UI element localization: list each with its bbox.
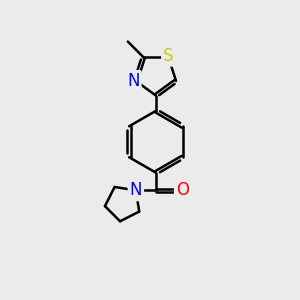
Text: N: N xyxy=(130,181,142,199)
Text: O: O xyxy=(176,181,189,199)
Text: N: N xyxy=(127,72,140,90)
Text: S: S xyxy=(163,47,174,65)
